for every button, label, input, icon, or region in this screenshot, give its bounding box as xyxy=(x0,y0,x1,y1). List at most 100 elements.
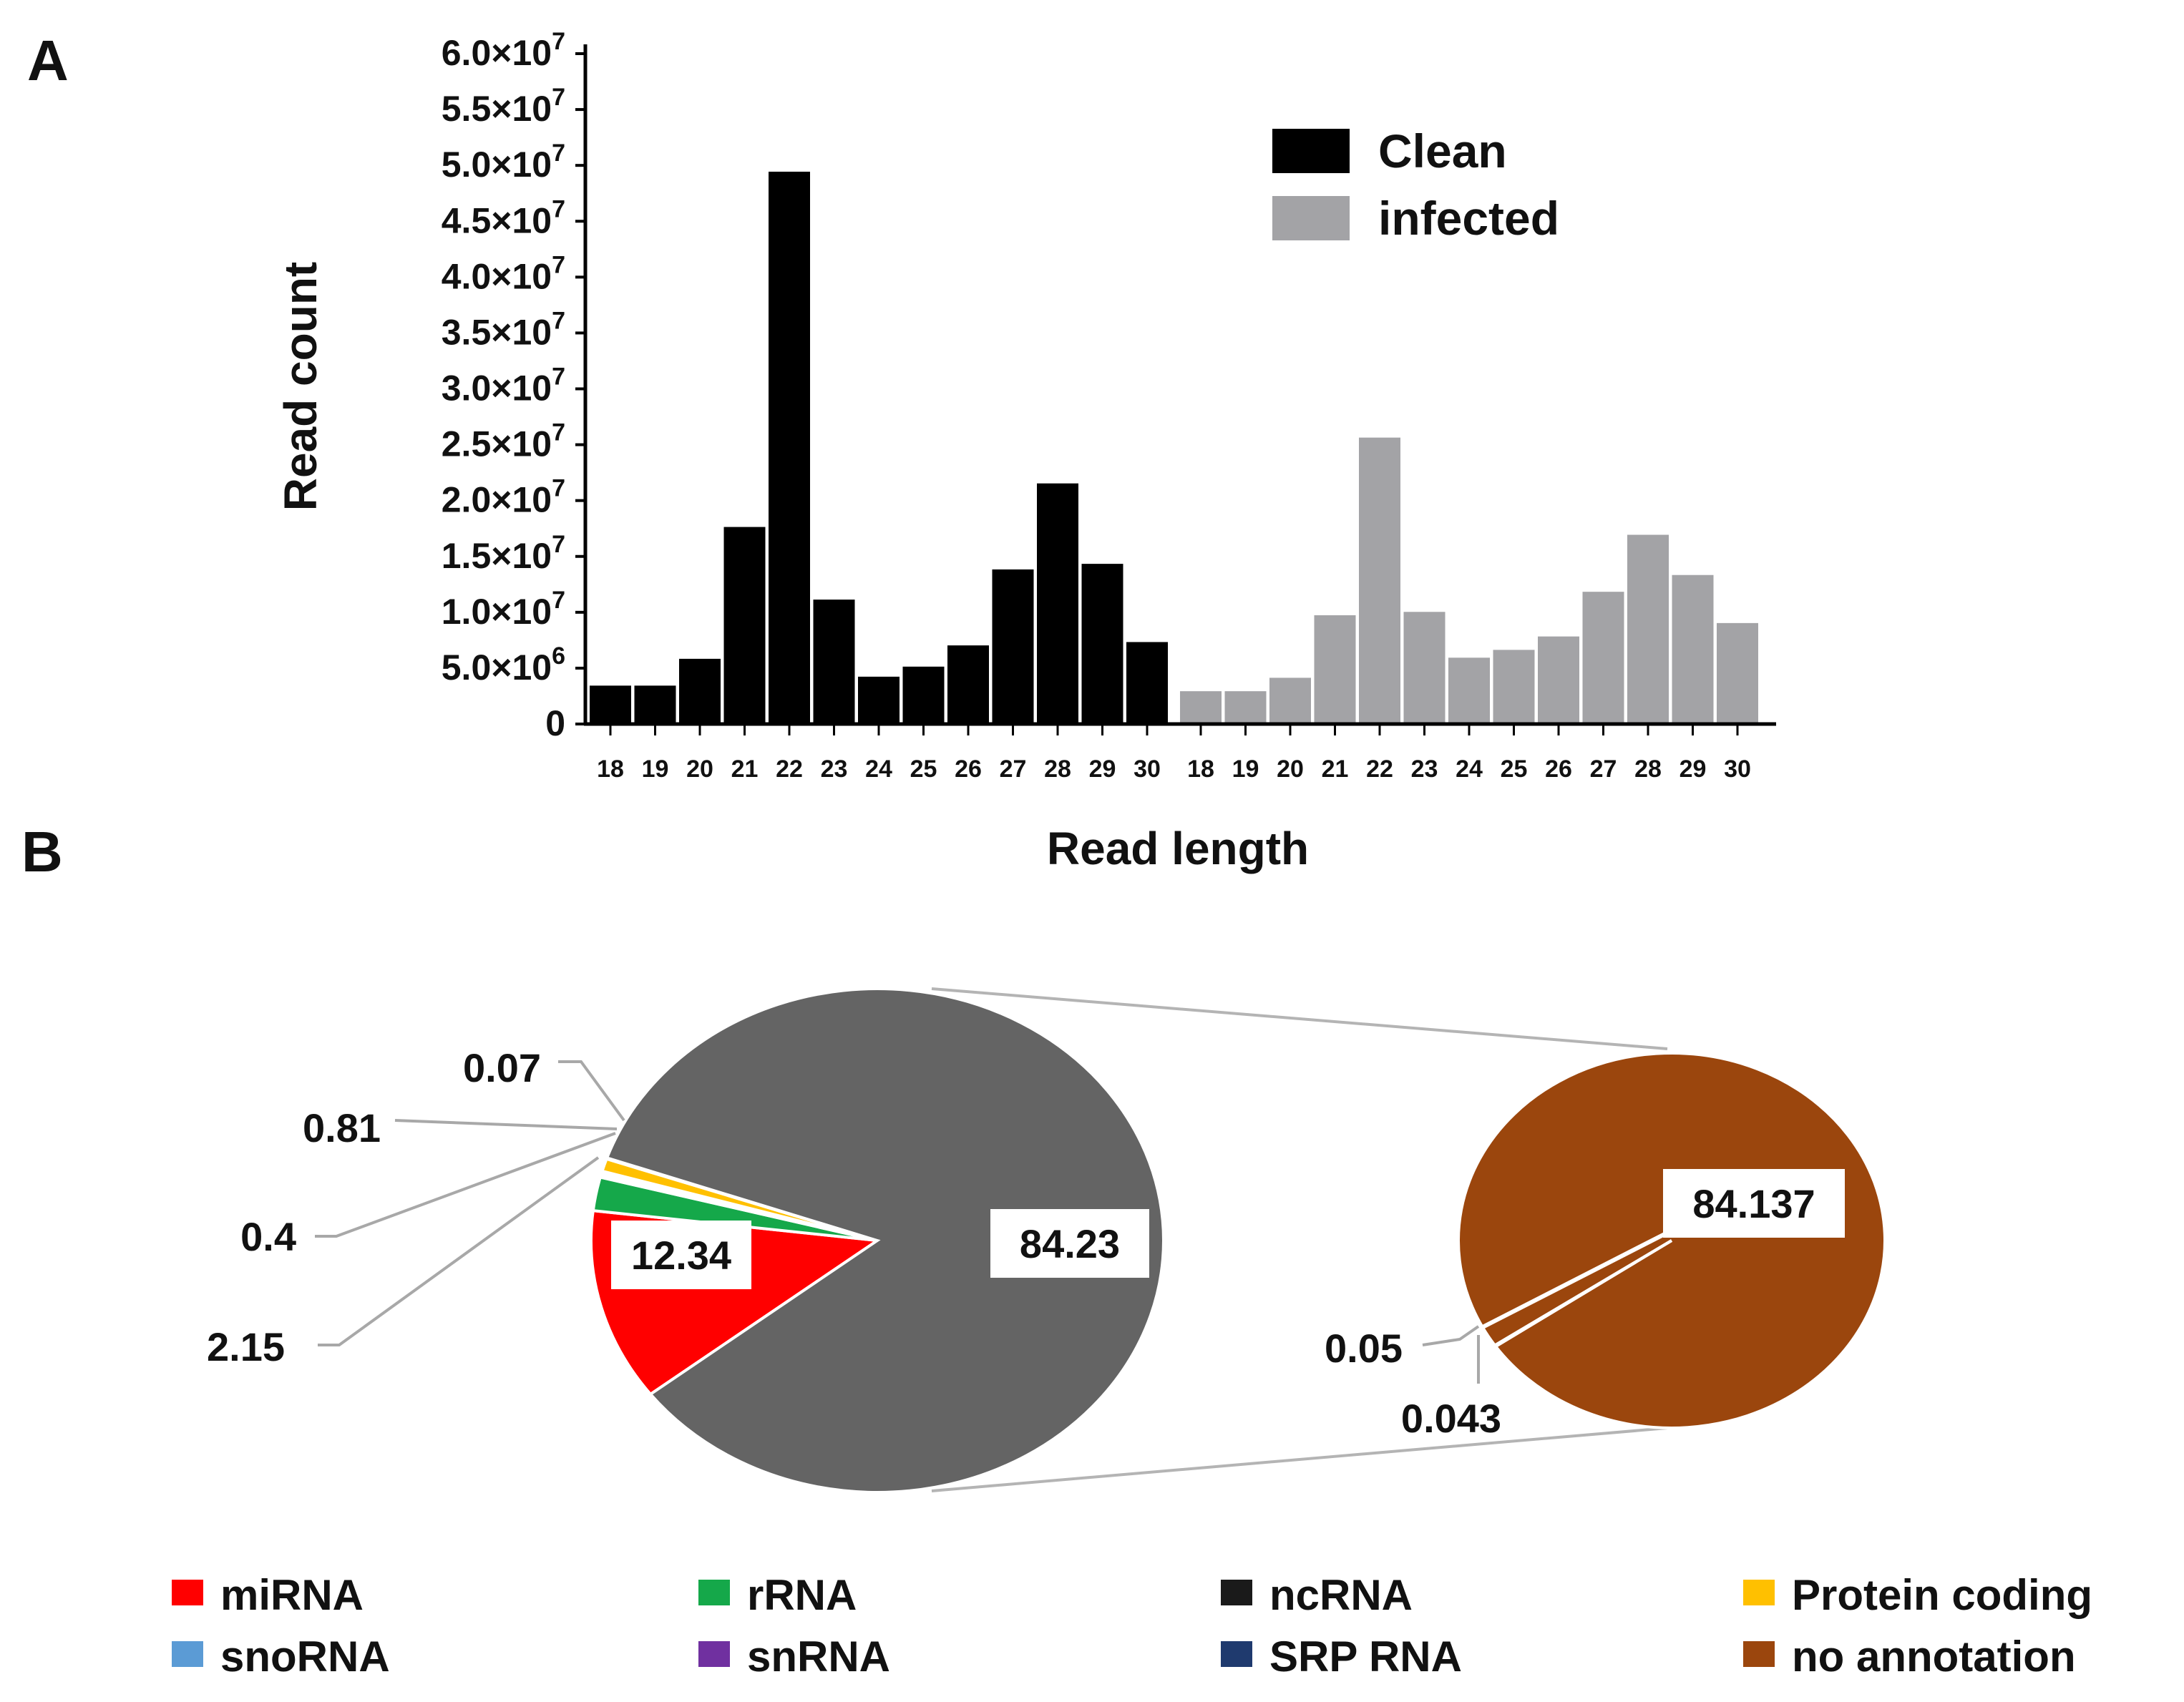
y-tick-label: 4.5×107 xyxy=(442,195,565,240)
x-axis-ticks: 18 19 20 21 22 23 24 25 26 27 28 29 30 18 19 20 21 22 23 24… xyxy=(597,724,1751,783)
leader-line-0-05 xyxy=(1422,1325,1480,1346)
y-tick-label: 0 xyxy=(545,703,565,743)
x-tick-label: 23 xyxy=(821,755,848,783)
x-tick-label: 27 xyxy=(1000,755,1027,783)
y-tick-exponent: 6 xyxy=(552,642,565,670)
y-tick-label: 2.5×107 xyxy=(442,419,565,464)
legend-swatch-srp-rna xyxy=(1221,1641,1252,1667)
x-tick-label: 21 xyxy=(1322,755,1349,783)
legend-swatch-infected xyxy=(1272,196,1350,240)
slice-label-snrna: 0.05 xyxy=(1325,1326,1403,1371)
legend-label-snorna: snoRNA xyxy=(220,1633,390,1681)
y-tick-label: 5.0×106 xyxy=(442,642,565,688)
legend-label-no-annotation: no annotation xyxy=(1792,1633,2076,1681)
x-tick-label: 25 xyxy=(1501,755,1528,783)
pie-ncrna-breakdown xyxy=(1457,1051,1886,1429)
leader-line-0-4 xyxy=(315,1132,616,1238)
panel-label-a: A xyxy=(27,29,69,92)
y-axis-ticks: 0 5.0×106 1.0×107 1.5×107 2.0×107 2.5×107 3.0×… xyxy=(442,28,585,743)
x-tick-label: 30 xyxy=(1724,755,1751,783)
label-box-12-34 xyxy=(611,1221,751,1289)
bar-clean-25 xyxy=(901,665,946,725)
slice-label-srp-rna: 0.043 xyxy=(1401,1396,1501,1441)
bar-infected-24 xyxy=(1447,656,1491,725)
bar-clean-28 xyxy=(1035,481,1080,725)
legend-label-rrna: rRNA xyxy=(747,1571,857,1619)
y-tick-exponent: 7 xyxy=(552,419,565,446)
x-tick-label: 27 xyxy=(1590,755,1617,783)
legend-swatch-snrna xyxy=(698,1641,730,1667)
panel-label-b: B xyxy=(21,820,63,884)
sub-pie-separator xyxy=(1477,1228,1673,1331)
bar-infected-21 xyxy=(1312,613,1357,725)
legend-label-protein-coding: Protein coding xyxy=(1792,1571,2092,1619)
leader-line-0-07 xyxy=(558,1060,625,1122)
legend-label-srp-rna: SRP RNA xyxy=(1269,1633,1462,1681)
x-axis-title: Read length xyxy=(1047,823,1309,874)
slice-label-protein-coding-value: 0.07 xyxy=(463,1045,541,1090)
bar-infected-27 xyxy=(1581,590,1626,725)
x-tick-label: 29 xyxy=(1680,755,1707,783)
legend-a: Clean infected xyxy=(1272,124,1559,245)
sub-pie-slice-no-annotation xyxy=(1457,1051,1886,1429)
y-tick-exponent: 7 xyxy=(552,475,565,502)
pie-slice-ncrna xyxy=(605,987,1165,1494)
y-tick-exponent: 7 xyxy=(552,363,565,391)
y-tick-label: 5.5×107 xyxy=(442,84,565,129)
bar-infected-25 xyxy=(1491,648,1536,725)
legend-swatch-ncrna xyxy=(1221,1580,1252,1605)
slice-label-ncrna: 84.23 xyxy=(1020,1221,1120,1266)
slice-label-mirna: 12.34 xyxy=(631,1233,731,1278)
bar-clean-19 xyxy=(633,684,678,725)
slice-label-0-4: 0.4 xyxy=(240,1214,296,1259)
x-tick-label: 28 xyxy=(1044,755,1071,783)
y-tick-exponent: 7 xyxy=(552,84,565,111)
bar-clean-29 xyxy=(1080,562,1125,725)
legend-swatch-rrna xyxy=(698,1580,730,1605)
x-tick-label: 26 xyxy=(1545,755,1572,783)
y-tick-exponent: 7 xyxy=(552,28,565,55)
x-tick-label: 24 xyxy=(1456,755,1483,783)
bar-infected-28 xyxy=(1626,533,1670,725)
y-tick-label: 4.0×107 xyxy=(442,251,565,296)
x-tick-label: 20 xyxy=(1277,755,1304,783)
pie-labels: 12.34 84.23 0.07 0.81 0.4 2.15 84.137 0.… xyxy=(207,1045,1845,1441)
y-tick-exponent: 7 xyxy=(552,531,565,558)
bar-infected-23 xyxy=(1402,610,1447,725)
slice-label-0-81: 0.81 xyxy=(303,1105,381,1150)
y-tick-label: 3.0×107 xyxy=(442,363,565,409)
bar-clean-20 xyxy=(678,657,722,725)
x-tick-label: 23 xyxy=(1411,755,1438,783)
x-tick-label: 19 xyxy=(1232,755,1259,783)
x-tick-label: 21 xyxy=(731,755,759,783)
legend-label-ncrna: ncRNA xyxy=(1269,1571,1413,1619)
bar-infected-20 xyxy=(1268,676,1312,725)
zoom-line-top xyxy=(931,987,1668,1050)
bar-infected-18 xyxy=(1179,690,1223,725)
bar-clean-30 xyxy=(1125,640,1169,725)
bar-clean-23 xyxy=(811,598,857,725)
legend-swatch-snorna xyxy=(172,1641,203,1667)
y-tick-exponent: 7 xyxy=(552,587,565,614)
pie-main xyxy=(590,987,1165,1494)
bar-clean-26 xyxy=(946,644,990,725)
leader-lines xyxy=(315,1060,1480,1384)
bar-clean-22 xyxy=(767,170,811,725)
x-tick-label: 26 xyxy=(955,755,982,783)
y-tick-exponent: 7 xyxy=(552,195,565,222)
y-tick-exponent: 7 xyxy=(552,251,565,278)
x-tick-label: 25 xyxy=(910,755,937,783)
legend-label-snrna: snRNA xyxy=(747,1633,890,1681)
bar-infected-26 xyxy=(1536,635,1581,725)
y-tick-exponent: 7 xyxy=(552,307,565,334)
leader-line-2-15 xyxy=(318,1156,600,1346)
label-box-84-23 xyxy=(990,1209,1149,1278)
x-tick-label: 20 xyxy=(686,755,713,783)
x-tick-label: 18 xyxy=(1187,755,1214,783)
y-tick-label: 1.5×107 xyxy=(442,531,565,576)
bar-clean-24 xyxy=(857,675,901,725)
zoom-line-bottom xyxy=(931,1427,1668,1492)
bar-series xyxy=(588,170,1760,725)
x-tick-label: 22 xyxy=(776,755,803,783)
